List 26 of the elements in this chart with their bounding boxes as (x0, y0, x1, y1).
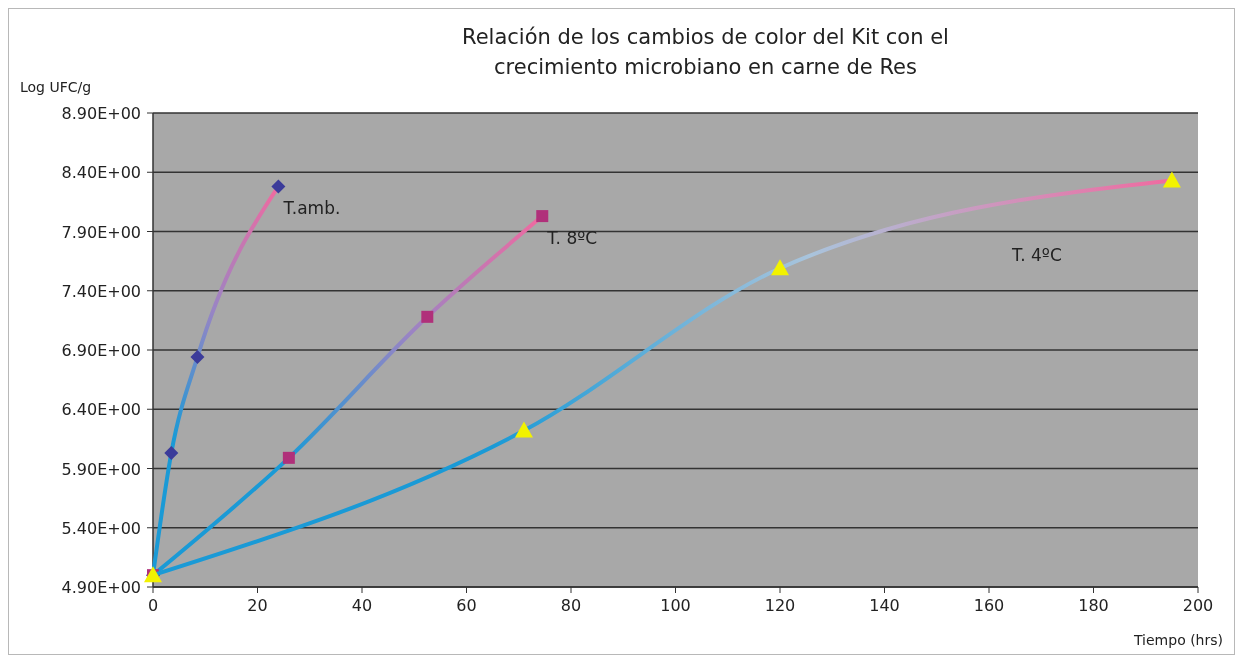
y-tick-label: 5.40E+00 (61, 518, 141, 538)
y-tick-label: 8.40E+00 (61, 163, 141, 183)
series-label: T. 8ºC (546, 228, 598, 249)
x-tick-label: 100 (660, 596, 691, 615)
x-tick-label: 200 (1182, 596, 1214, 615)
x-tick-label: 20 (247, 596, 268, 615)
y-tick-label: 4.90E+00 (61, 578, 141, 597)
text: T. 4ºC (1010, 244, 1062, 265)
x-tick-label: 180 (1078, 596, 1109, 615)
series-label: T.amb. (282, 198, 341, 219)
y-axis-title: Log UFC/g (20, 79, 92, 95)
x-tick-label: 60 (456, 596, 477, 615)
x-tick-label: 160 (973, 596, 1005, 615)
x-tick-label: 0 (147, 596, 159, 615)
x-tick-label: 40 (351, 596, 373, 615)
x-tick-label: 120 (764, 596, 796, 615)
x-tick-label: 80 (560, 596, 582, 615)
chart-title: Relación de los cambios de color del Kit con el crecimiento microbiano en carne de Res (462, 25, 949, 79)
y-tick-label: 5.90E+00 (61, 459, 141, 479)
y-tick-label: 7.90E+00 (61, 222, 141, 242)
x-tick-label: 140 (869, 596, 900, 615)
y-tick-label: 7.40E+00 (61, 281, 141, 301)
y-tick-label: 6.40E+00 (61, 400, 141, 420)
x-axis-title: Tiempo (hrs) (1132, 632, 1223, 648)
y-tick-label: 6.90E+00 (61, 341, 141, 360)
y-tick-label: 8.90E+00 (61, 104, 141, 123)
